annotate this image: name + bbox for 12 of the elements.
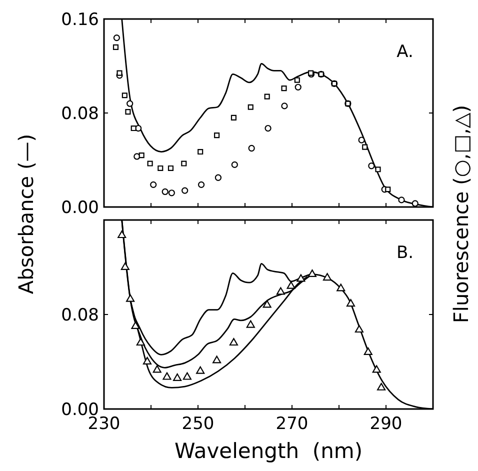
y-tick-label: 0.08 xyxy=(61,305,99,326)
annotation: A. xyxy=(396,42,414,62)
x-axis-title: Wavelength (nm) xyxy=(174,439,363,463)
x-tick-label: 290 xyxy=(370,414,402,434)
y-tick-label: 0.08 xyxy=(61,104,99,124)
y-tick-label: 0.00 xyxy=(61,198,99,218)
x-tick-label: 270 xyxy=(276,414,308,434)
x-tick-label: 250 xyxy=(182,414,214,434)
annotation: B. xyxy=(396,243,414,263)
y-axis-title: Absorbance (—) xyxy=(14,134,38,294)
y-tick-label: 0.16 xyxy=(61,10,99,30)
y2-axis-title: Fluorescence (○,□,△) xyxy=(449,104,473,324)
